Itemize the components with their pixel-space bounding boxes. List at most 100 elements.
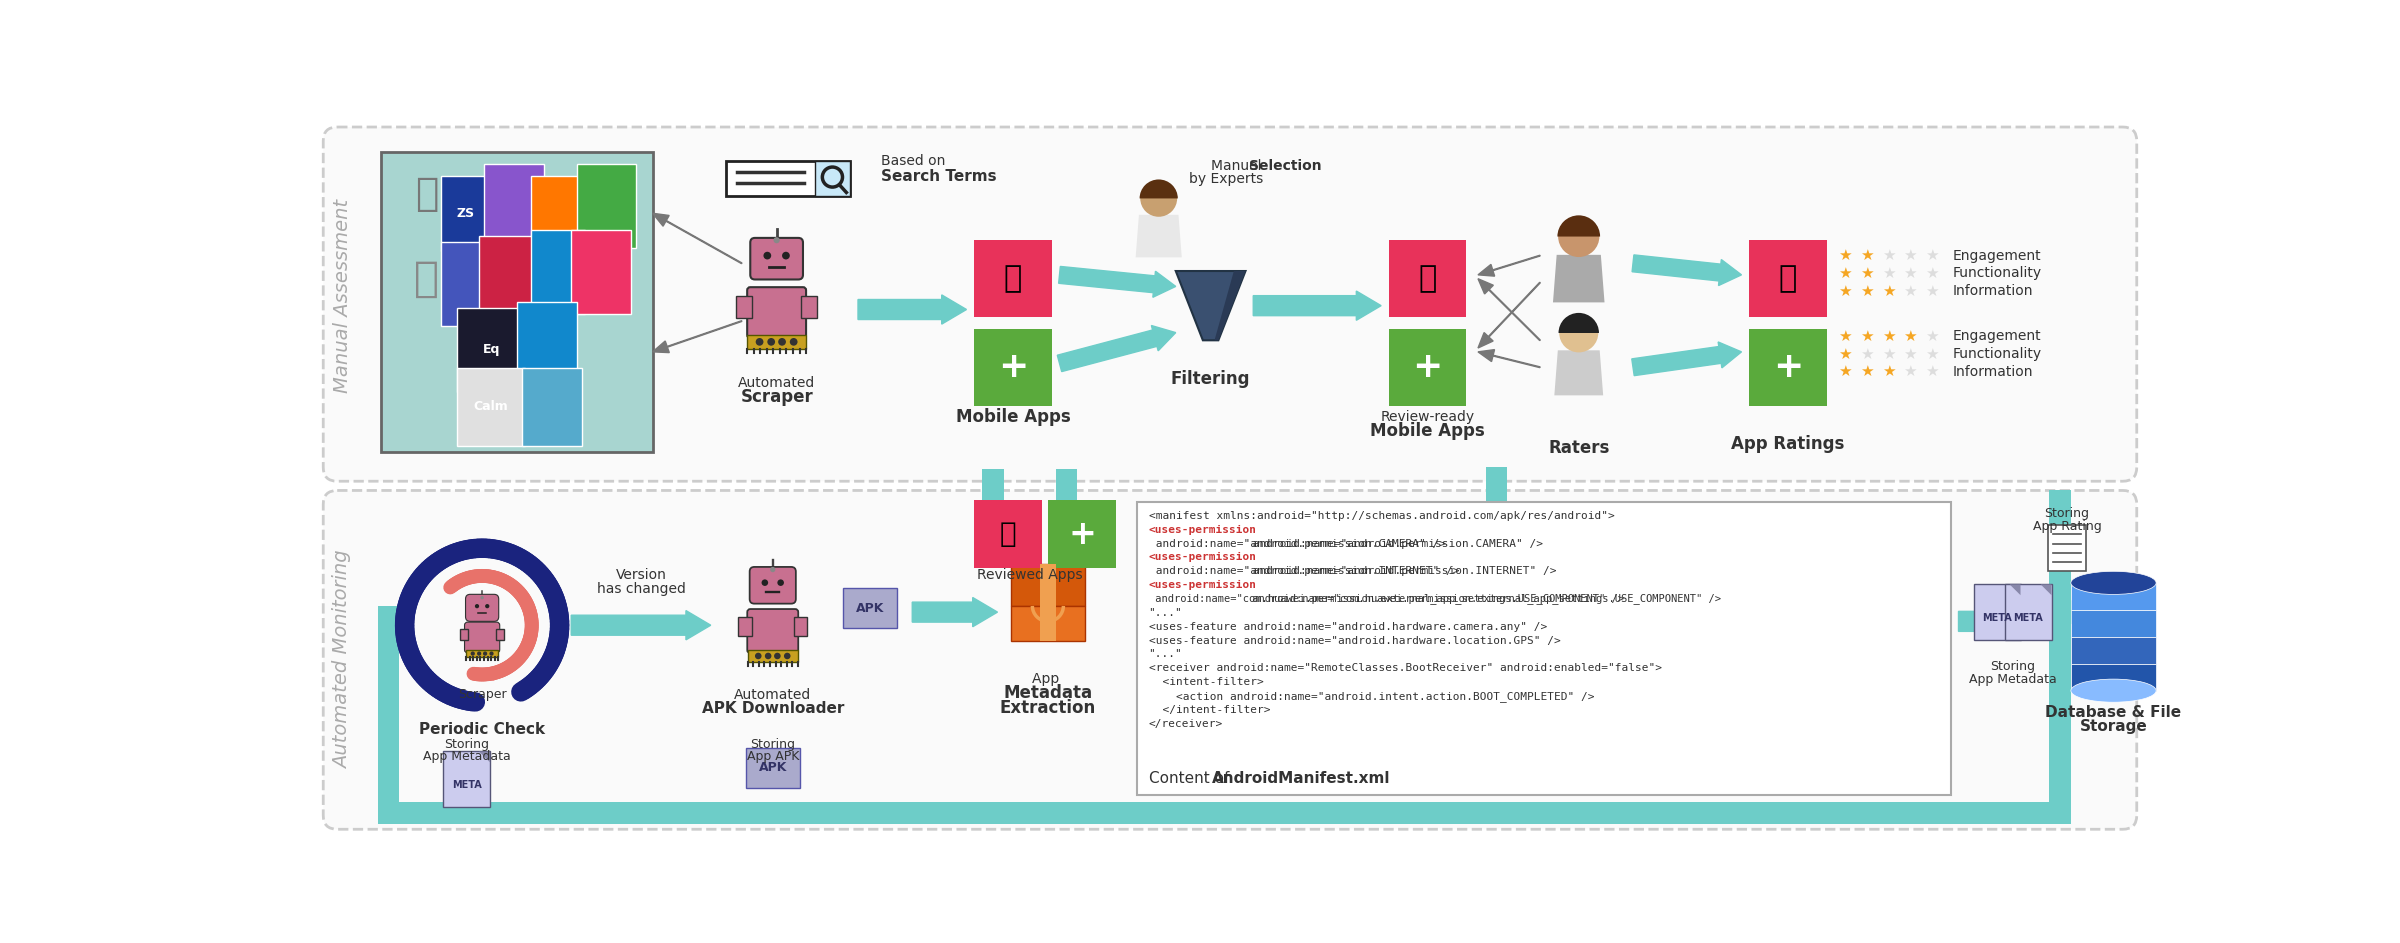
Text: Extraction: Extraction [1001,699,1097,717]
Bar [497,629,504,640]
Text: <uses-feature android:name="android.hardware.camera.any" />: <uses-feature android:name="android.hard… [1150,621,1548,632]
Text: ✋: ✋ [1778,264,1798,293]
Text: Scraper: Scraper [458,688,506,701]
Text: APK: APK [854,602,883,615]
Text: +: + [998,350,1027,384]
Text: ★: ★ [1838,284,1853,299]
Text: android:name="android.permission.INTERNET" />: android:name="android.permission.INTERNE… [1246,567,1555,576]
Ellipse shape [2071,571,2155,594]
Text: "...": "..." [1150,650,1183,659]
FancyArrow shape [1253,291,1380,321]
Text: META: META [2014,613,2042,623]
Text: ★: ★ [1925,284,1939,299]
Text: +: + [1774,350,1802,384]
Text: 🍎: 🍎 [415,175,439,213]
Circle shape [785,653,790,659]
Circle shape [1558,216,1598,257]
Text: android:name="android.permission.INTERNET" />: android:name="android.permission.INTERNE… [1150,567,1459,576]
Text: Selection: Selection [1250,158,1322,173]
Text: has changed: has changed [598,582,686,596]
Circle shape [756,338,763,346]
Text: Version: Version [614,569,667,582]
Bar [523,368,583,446]
Circle shape [773,237,780,243]
Circle shape [756,653,761,659]
Bar [739,618,751,636]
Text: Information: Information [1954,365,2033,379]
Text: Mobile Apps: Mobile Apps [955,408,1070,426]
FancyArrow shape [1478,282,1541,348]
FancyArrow shape [1478,256,1541,276]
Text: ★: ★ [1903,284,1918,299]
Polygon shape [1176,271,1246,340]
Bar [530,230,586,314]
Text: Manual Assessment: Manual Assessment [334,199,353,393]
Bar [974,501,1042,569]
Bar [1973,585,2021,640]
Text: Scraper: Scraper [739,388,814,405]
Bar [737,296,751,318]
Text: </intent-filter>: </intent-filter> [1150,705,1270,715]
Bar [794,618,806,636]
Text: <uses-feature android:name="android.hardware.location.GPS" />: <uses-feature android:name="android.hard… [1150,636,1560,646]
Text: Search Terms: Search Terms [881,169,996,184]
Bar [982,469,1003,501]
Text: Mobile Apps: Mobile Apps [1370,422,1486,440]
Text: Review-ready: Review-ready [1380,410,1474,424]
Text: ★: ★ [1860,329,1874,344]
Bar [1750,329,1826,405]
Text: ★: ★ [1882,364,1896,379]
Text: APK Downloader: APK Downloader [701,701,845,716]
Bar [842,588,898,628]
Circle shape [775,653,780,659]
Polygon shape [1553,255,1606,303]
Bar [444,752,490,807]
Text: ★: ★ [1903,347,1918,362]
FancyArrow shape [1478,279,1541,340]
Circle shape [478,652,482,655]
Bar [1010,606,1085,640]
Bar [516,302,576,386]
Text: Database & File: Database & File [2045,704,2182,720]
Text: ★: ★ [1903,266,1918,281]
Text: META: META [451,781,482,790]
Bar [458,307,526,392]
Text: ★: ★ [1860,284,1874,299]
Bar [974,240,1051,317]
Bar [814,161,850,196]
FancyBboxPatch shape [324,127,2136,481]
Circle shape [485,604,490,608]
Bar [2050,525,2086,571]
Text: Storing: Storing [444,738,490,751]
Text: App Ratings: App Ratings [1730,436,1846,454]
FancyBboxPatch shape [746,609,799,653]
Text: ★: ★ [1925,266,1939,281]
Bar [2071,583,2155,610]
Text: </receiver>: </receiver> [1150,719,1224,729]
Circle shape [490,652,494,655]
Text: Automated: Automated [739,375,816,389]
Bar [2050,490,2071,824]
Text: +: + [1414,350,1442,384]
Bar [746,335,806,349]
Polygon shape [2009,585,2021,595]
Polygon shape [1214,271,1246,340]
FancyBboxPatch shape [751,238,804,279]
Text: ★: ★ [1882,284,1896,299]
Bar [382,152,653,452]
Bar [485,164,545,254]
Text: ★: ★ [1838,248,1853,263]
Text: App: App [1032,672,1063,687]
Bar [442,175,490,251]
FancyArrow shape [1478,350,1541,368]
Text: ★: ★ [1925,347,1939,362]
Text: ★: ★ [1838,364,1853,379]
Wedge shape [1558,215,1601,237]
Bar [466,650,499,657]
Text: App Rating: App Rating [2033,521,2102,533]
FancyArrow shape [912,598,998,627]
FancyArrow shape [571,610,710,640]
Text: AndroidManifest.xml: AndroidManifest.xml [1212,771,1390,786]
Wedge shape [1558,313,1598,333]
Text: +: + [1068,518,1097,551]
